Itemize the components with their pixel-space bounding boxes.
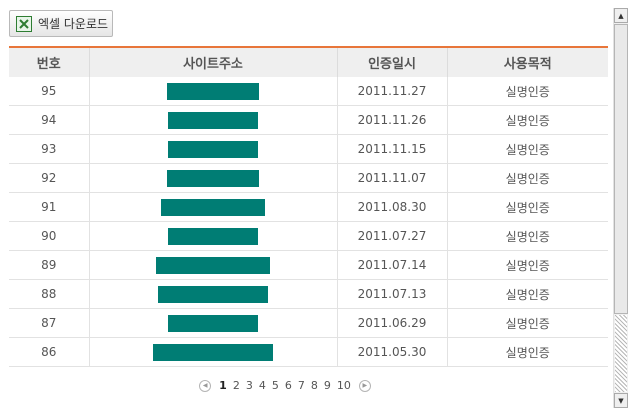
table-row: 88 2011.07.13 실명인증 bbox=[9, 279, 608, 309]
row-site-address bbox=[88, 221, 337, 251]
page-link-8[interactable]: 8 bbox=[310, 379, 318, 392]
page-link-3[interactable]: 3 bbox=[245, 379, 253, 392]
page-link-10[interactable]: 10 bbox=[336, 379, 351, 392]
page-link-6[interactable]: 6 bbox=[284, 379, 292, 392]
row-certification-date: 2011.08.30 bbox=[336, 192, 447, 222]
page-link-5[interactable]: 5 bbox=[271, 379, 279, 392]
redacted-site-address bbox=[158, 285, 268, 303]
row-purpose: 실명인증 bbox=[446, 221, 608, 251]
row-number: 86 bbox=[9, 337, 89, 367]
row-number: 91 bbox=[9, 192, 89, 222]
row-purpose: 실명인증 bbox=[446, 105, 608, 135]
redacted-site-address bbox=[168, 111, 258, 129]
row-purpose: 실명인증 bbox=[446, 308, 608, 338]
row-site-address bbox=[88, 337, 337, 367]
next-page-button[interactable]: ▶ bbox=[358, 379, 371, 392]
table-row: 95 2011.11.27 실명인증 bbox=[9, 77, 608, 106]
header-purpose: 사용목적 bbox=[446, 47, 608, 77]
row-site-address bbox=[88, 163, 337, 193]
row-purpose: 실명인증 bbox=[446, 279, 608, 309]
row-number: 88 bbox=[9, 279, 89, 309]
redacted-site-address bbox=[160, 198, 266, 216]
table-row: 92 2011.11.07 실명인증 bbox=[9, 163, 608, 193]
table-header-row: 번호 사이트주소 인증일시 사용목적 bbox=[9, 47, 608, 77]
row-purpose: 실명인증 bbox=[446, 134, 608, 164]
page-list: 1 2 3 4 5 6 7 8 9 10 bbox=[216, 379, 354, 392]
table-row: 91 2011.08.30 실명인증 bbox=[9, 192, 608, 222]
row-purpose: 실명인증 bbox=[446, 250, 608, 280]
redacted-site-address bbox=[168, 314, 258, 332]
header-certification-date: 인증일시 bbox=[336, 47, 447, 77]
row-number: 95 bbox=[9, 77, 89, 106]
row-certification-date: 2011.07.27 bbox=[336, 221, 447, 251]
row-certification-date: 2011.11.07 bbox=[336, 163, 447, 193]
page-link-4[interactable]: 4 bbox=[258, 379, 266, 392]
page-link-7[interactable]: 7 bbox=[297, 379, 305, 392]
certification-history-table: 번호 사이트주소 인증일시 사용목적 95 2011.11.27 실명인증 94 201… bbox=[9, 46, 608, 367]
table-row: 93 2011.11.15 실명인증 bbox=[9, 134, 608, 164]
row-certification-date: 2011.05.30 bbox=[336, 337, 447, 367]
row-site-address bbox=[88, 105, 337, 135]
pagination: ◀ 1 2 3 4 5 6 7 8 9 10 ▶ bbox=[0, 379, 570, 392]
row-number: 90 bbox=[9, 221, 89, 251]
row-site-address bbox=[88, 308, 337, 338]
table-row: 89 2011.07.14 실명인증 bbox=[9, 250, 608, 280]
redacted-site-address bbox=[167, 82, 259, 100]
row-certification-date: 2011.11.26 bbox=[336, 105, 447, 135]
redacted-site-address bbox=[167, 169, 259, 187]
redacted-site-address bbox=[168, 227, 258, 245]
row-number: 94 bbox=[9, 105, 89, 135]
redacted-site-address bbox=[155, 256, 271, 274]
prev-page-button[interactable]: ◀ bbox=[199, 379, 212, 392]
table-row: 87 2011.06.29 실명인증 bbox=[9, 308, 608, 338]
row-site-address bbox=[88, 134, 337, 164]
table-row: 86 2011.05.30 실명인증 bbox=[9, 337, 608, 367]
scroll-up-icon[interactable]: ▲ bbox=[614, 8, 628, 23]
row-certification-date: 2011.07.13 bbox=[336, 279, 447, 309]
redacted-site-address bbox=[153, 343, 273, 361]
redacted-site-address bbox=[168, 140, 258, 158]
row-purpose: 실명인증 bbox=[446, 163, 608, 193]
excel-icon bbox=[16, 15, 32, 32]
scroll-down-icon[interactable]: ▼ bbox=[614, 393, 628, 408]
vertical-scrollbar[interactable]: ▲ ▼ bbox=[613, 8, 628, 408]
row-number: 87 bbox=[9, 308, 89, 338]
page-link-1[interactable]: 1 bbox=[219, 379, 227, 392]
row-purpose: 실명인증 bbox=[446, 192, 608, 222]
page-link-9[interactable]: 9 bbox=[323, 379, 331, 392]
row-purpose: 실명인증 bbox=[446, 77, 608, 106]
row-certification-date: 2011.06.29 bbox=[336, 308, 447, 338]
row-site-address bbox=[88, 279, 337, 309]
row-site-address bbox=[88, 77, 337, 106]
table-row: 90 2011.07.27 실명인증 bbox=[9, 221, 608, 251]
header-number: 번호 bbox=[9, 47, 89, 77]
row-number: 93 bbox=[9, 134, 89, 164]
scroll-thumb[interactable] bbox=[614, 24, 628, 314]
header-site-address: 사이트주소 bbox=[88, 47, 337, 77]
row-number: 92 bbox=[9, 163, 89, 193]
row-certification-date: 2011.11.27 bbox=[336, 77, 447, 106]
row-site-address bbox=[88, 192, 337, 222]
row-site-address bbox=[88, 250, 337, 280]
table-row: 94 2011.11.26 실명인증 bbox=[9, 105, 608, 135]
excel-download-button[interactable]: 엑셀 다운로드 bbox=[9, 10, 113, 37]
row-certification-date: 2011.11.15 bbox=[336, 134, 447, 164]
page-link-2[interactable]: 2 bbox=[232, 379, 240, 392]
row-number: 89 bbox=[9, 250, 89, 280]
row-purpose: 실명인증 bbox=[446, 337, 608, 367]
scroll-track[interactable] bbox=[615, 315, 627, 392]
row-certification-date: 2011.07.14 bbox=[336, 250, 447, 280]
excel-download-label: 엑셀 다운로드 bbox=[38, 17, 109, 31]
